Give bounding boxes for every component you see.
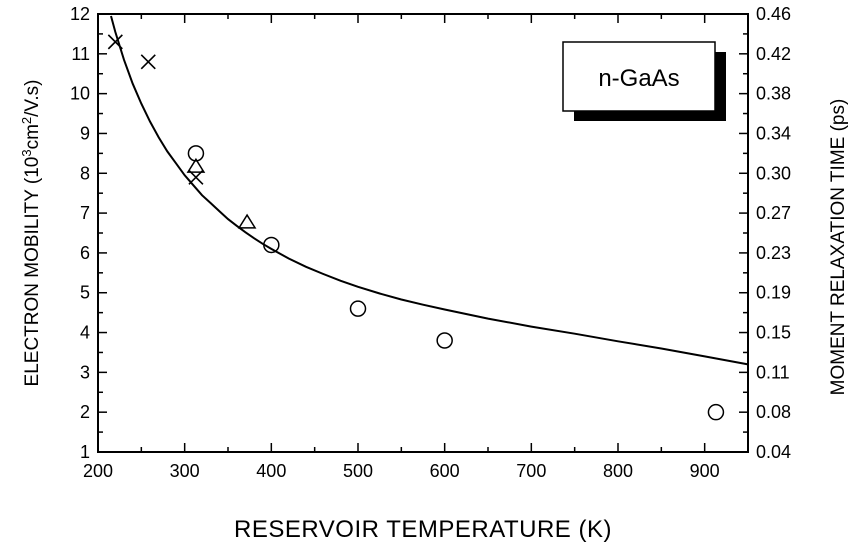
x-tick-label: 700 <box>516 461 546 481</box>
y-left-tick-label: 9 <box>80 123 90 143</box>
left-axis-title-mid: cm <box>22 124 43 149</box>
x-tick-label: 400 <box>256 461 286 481</box>
series-layer <box>107 15 749 421</box>
y-left-tick-label: 12 <box>70 4 90 24</box>
x-tick-label: 200 <box>83 461 113 481</box>
x-tick-label: 800 <box>603 461 633 481</box>
y-right-tick-label: 0.34 <box>756 123 791 143</box>
y-left-tick-label: 10 <box>70 84 90 104</box>
y-left-tick-label: 4 <box>80 323 90 343</box>
y-right-tick-label: 0.15 <box>756 323 791 343</box>
y-right-tick-label: 0.11 <box>756 362 790 382</box>
right-axis-title: MOMENT RELAXATION TIME (ps) <box>828 99 849 396</box>
circle-point <box>349 300 367 317</box>
x-tick-label: 600 <box>430 461 460 481</box>
circle-point <box>707 403 725 421</box>
x-tick-label: 500 <box>343 461 373 481</box>
y-right-tick-label: 0.27 <box>756 203 791 223</box>
tick-labels: 200 300 400 500 600 700 800 9001234567891011120… <box>70 4 791 481</box>
circle-point <box>436 332 453 349</box>
cross-point <box>140 54 156 70</box>
y-right-tick-label: 0.42 <box>756 44 791 64</box>
left-axis-title-sup1: 3 <box>19 149 34 156</box>
y-left-tick-label: 3 <box>80 362 90 382</box>
legend-box: n-GaAs <box>562 41 726 121</box>
x-tick-label: 900 <box>690 461 720 481</box>
ticks <box>97 13 749 453</box>
y-left-tick-label: 7 <box>80 203 90 223</box>
triangle-point <box>186 157 206 173</box>
y-left-tick-label: 1 <box>80 442 90 462</box>
y-left-tick-label: 6 <box>80 243 90 263</box>
legend-frame <box>562 41 716 112</box>
y-left-tick-label: 8 <box>80 163 90 183</box>
y-left-tick-label: 2 <box>80 402 90 422</box>
y-right-tick-label: 0.38 <box>756 84 791 104</box>
y-right-tick-label: 0.46 <box>756 4 791 24</box>
left-axis-title-sup2: 2 <box>19 117 34 124</box>
legend-text: n-GaAs <box>598 65 679 92</box>
y-right-tick-label: 0.04 <box>756 442 791 462</box>
fit-curve <box>110 15 749 366</box>
left-axis-title: ELECTRON MOBILITY (103cm2/V.s) <box>19 80 43 387</box>
y-right-tick-label: 0.30 <box>756 163 791 183</box>
y-left-tick-label: 11 <box>71 44 90 64</box>
triangle-point <box>237 213 257 229</box>
x-axis-title: RESERVOIR TEMPERATURE (K) <box>234 516 612 543</box>
circle-point <box>187 145 205 162</box>
x-tick-label: 300 <box>170 461 200 481</box>
y-left-tick-label: 5 <box>80 283 90 303</box>
y-right-tick-label: 0.19 <box>756 283 791 303</box>
y-right-tick-label: 0.08 <box>756 402 791 422</box>
left-axis-title-suffix: /V.s) <box>22 80 43 117</box>
left-axis-title-prefix: ELECTRON MOBILITY (10 <box>22 157 43 387</box>
y-right-tick-label: 0.23 <box>756 243 791 263</box>
